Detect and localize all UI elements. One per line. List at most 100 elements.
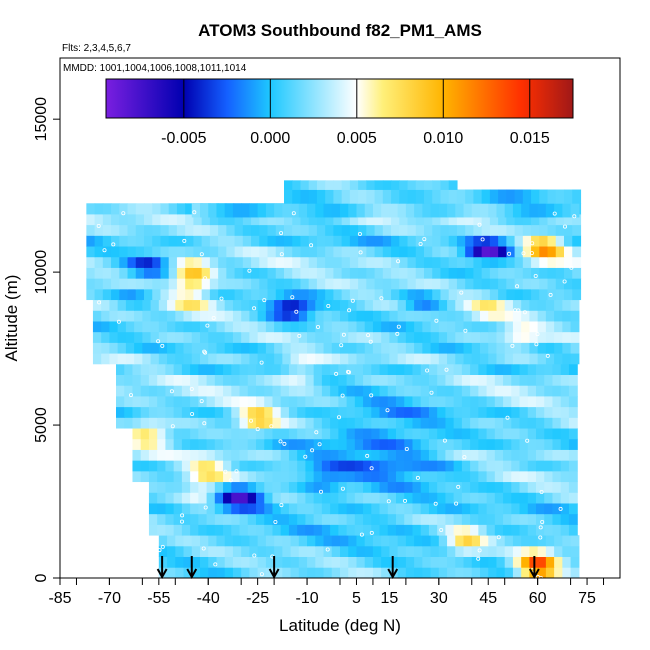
heatmap-cell — [144, 246, 153, 258]
heatmap-cell — [313, 449, 323, 461]
heatmap-cell — [463, 203, 473, 218]
heatmap-cell — [470, 470, 479, 483]
heatmap-cell — [506, 224, 516, 236]
heatmap-cell — [109, 353, 119, 365]
heatmap-cell — [109, 321, 119, 333]
heatmap-cell — [256, 524, 265, 536]
heatmap-cell — [531, 235, 540, 247]
heatmap-cell — [424, 189, 433, 204]
heatmap-cell — [241, 310, 251, 322]
heatmap-cell — [511, 374, 521, 386]
heatmap-cell — [562, 353, 572, 365]
heatmap-cell — [181, 396, 191, 408]
heatmap-cell — [140, 428, 150, 440]
heatmap-cell — [191, 556, 201, 568]
heatmap-cell — [117, 353, 127, 365]
heatmap-cell — [288, 417, 298, 429]
heatmap-cell — [175, 556, 185, 568]
heatmap-cell — [305, 428, 315, 440]
heatmap-cell — [564, 288, 573, 301]
heatmap-cell — [356, 567, 366, 578]
heatmap-cell — [529, 535, 539, 547]
heatmap-cell — [284, 256, 293, 268]
sample-point — [199, 252, 204, 257]
heatmap-cell — [165, 406, 175, 418]
heatmap-cell — [116, 417, 125, 429]
heatmap-cell — [297, 428, 307, 440]
heatmap-cell — [572, 288, 582, 301]
heatmap-cell — [552, 524, 562, 536]
heatmap-cell — [234, 288, 244, 301]
heatmap-cell — [531, 224, 540, 236]
heatmap-cell — [503, 449, 512, 461]
heatmap-cell — [404, 524, 414, 536]
heatmap-cell — [341, 214, 351, 226]
heatmap-cell — [173, 470, 183, 483]
heatmap-cell — [473, 267, 483, 279]
heatmap-cell — [364, 203, 374, 218]
heatmap-cell — [422, 299, 432, 311]
heatmap-cell — [536, 503, 545, 515]
heatmap-cell — [247, 396, 257, 408]
sample-point — [368, 339, 373, 344]
sample-point — [369, 466, 374, 471]
heatmap-cell — [363, 492, 372, 504]
heatmap-cell — [346, 396, 356, 408]
heatmap-cell — [208, 299, 218, 311]
sample-point — [350, 298, 355, 303]
heatmap-cell — [144, 214, 153, 226]
heatmap-cell — [521, 331, 531, 343]
heatmap-cell — [264, 438, 274, 450]
heatmap-cell — [160, 267, 170, 279]
heatmap-cell — [404, 470, 414, 483]
heatmap-cell — [399, 189, 409, 204]
heatmap-cell — [381, 321, 391, 333]
heatmap-cell — [206, 374, 216, 386]
heatmap-cell — [470, 492, 479, 504]
heatmap-cell — [545, 556, 555, 568]
heatmap-cell — [404, 417, 414, 429]
heatmap-cell — [305, 363, 315, 375]
heatmap-cell — [570, 556, 580, 568]
heatmap-cell — [504, 342, 514, 354]
heatmap-cell — [552, 449, 562, 461]
heatmap-cell — [511, 503, 521, 515]
sample-point — [259, 360, 264, 365]
heatmap-cell — [132, 406, 142, 418]
sample-point — [558, 506, 563, 511]
heatmap-cell — [231, 438, 241, 450]
heatmap-cell — [176, 278, 186, 290]
heatmap-cell — [175, 353, 185, 365]
heatmap-cell — [300, 189, 310, 204]
heatmap-cell — [214, 492, 224, 504]
heatmap-cell — [257, 310, 267, 322]
heatmap-cell — [206, 417, 216, 429]
heatmap-cell — [234, 256, 244, 268]
heatmap-cell — [176, 203, 186, 215]
heatmap-cell — [167, 353, 176, 365]
heatmap-cell — [313, 513, 323, 525]
heatmap-cell — [206, 481, 216, 493]
heatmap-cell — [148, 374, 158, 386]
heatmap-cell — [568, 363, 578, 375]
heatmap-cell — [562, 556, 572, 568]
heatmap-cell — [511, 396, 521, 408]
heatmap-cell — [363, 428, 372, 440]
heatmap-cell — [124, 363, 134, 375]
heatmap-cell — [448, 189, 458, 204]
heatmap-cell — [404, 481, 414, 493]
heatmap-cell — [456, 256, 466, 268]
heatmap-cell — [437, 363, 447, 375]
heatmap-cell — [209, 224, 219, 236]
heatmap-cell — [461, 428, 471, 440]
heatmap-cell — [158, 556, 168, 568]
heatmap-cell — [494, 449, 504, 461]
colorbar-tick-label: -0.005 — [161, 130, 206, 147]
heatmap-cell — [522, 288, 532, 301]
heatmap-cell — [264, 417, 274, 429]
heatmap-cell — [382, 235, 392, 247]
heatmap-cell — [241, 545, 251, 557]
heatmap-cell — [280, 503, 290, 515]
heatmap-cell — [135, 203, 145, 215]
heatmap-cell — [412, 417, 422, 429]
